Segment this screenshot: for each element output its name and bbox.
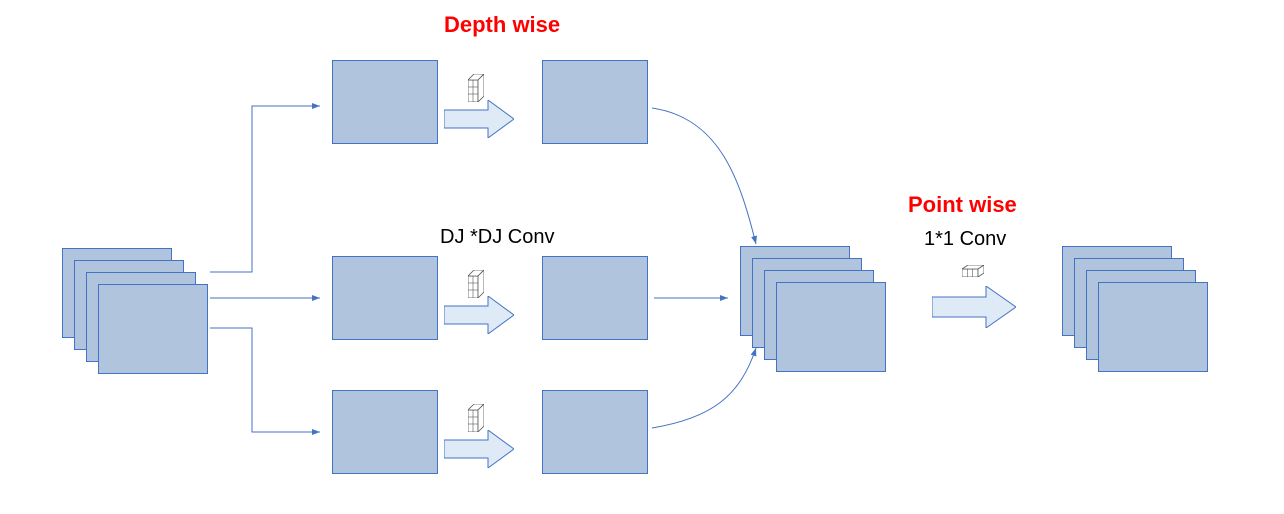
dw-top-left-box: [332, 60, 438, 144]
dw-top-right-box: [542, 60, 648, 144]
pw-arrow: [932, 286, 1016, 328]
label-point-wise: Point wise: [908, 192, 1017, 218]
label-one-conv: 1*1 Conv: [924, 228, 1006, 251]
dw-mid-right-box: [542, 256, 648, 340]
merge-arrow-bot: [652, 348, 756, 428]
stack-box: [98, 284, 208, 374]
split-arrow-top: [210, 106, 320, 272]
dw-mid-left-box: [332, 256, 438, 340]
dw-bot-right-box: [542, 390, 648, 474]
stack-box: [1098, 282, 1208, 372]
stack-box: [776, 282, 886, 372]
pw-kernel-icon: [962, 264, 984, 282]
split-arrow-bot: [210, 328, 320, 432]
diagram-canvas: Depth wise Point wise DJ *DJ Conv 1*1 Co…: [0, 0, 1284, 514]
dw-bot-left-box: [332, 390, 438, 474]
merge-arrow-top: [652, 108, 756, 244]
dw-bot-kernel-icon: [468, 404, 484, 437]
label-dj-conv: DJ *DJ Conv: [440, 226, 554, 249]
label-depth-wise: Depth wise: [444, 12, 560, 38]
dw-mid-kernel-icon: [468, 270, 484, 303]
dw-top-kernel-icon: [468, 74, 484, 107]
